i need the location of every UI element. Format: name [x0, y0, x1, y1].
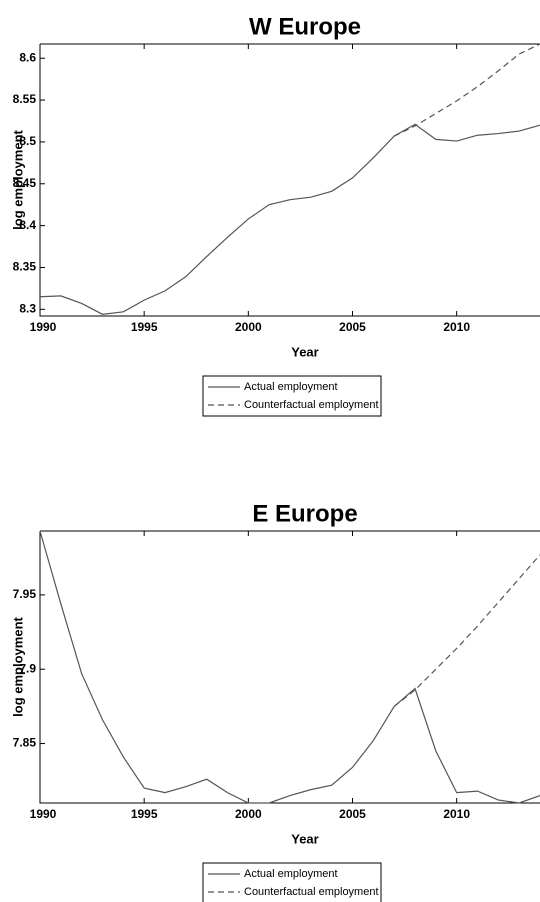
legend-box	[202, 862, 382, 902]
legend: Actual employment Counterfactual employme…	[202, 862, 382, 902]
x-axis-label: Year	[291, 831, 318, 846]
x-tick-label: 2010	[443, 807, 470, 821]
x-tick-label: 2010	[443, 320, 470, 334]
legend-label: Counterfactual employment	[244, 886, 379, 898]
x-tick-label: 2005	[339, 320, 366, 334]
y-tick-label: 8.6	[19, 50, 36, 64]
series-line	[393, 554, 540, 707]
x-tick-label: 1990	[30, 320, 57, 334]
chart-title: W Europe	[249, 13, 361, 40]
y-axis-label: log employment	[10, 616, 25, 716]
y-tick-label: 7.9	[19, 661, 36, 675]
legend-label: Actual employment	[244, 381, 338, 393]
axes-box	[39, 530, 540, 804]
y-tick-label: 8.5	[19, 134, 36, 148]
y-tick-label: 8.3	[19, 301, 36, 315]
y-tick-label: 8.4	[19, 218, 36, 232]
axes-box	[39, 43, 540, 317]
x-tick-label: 2005	[339, 807, 366, 821]
y-tick-label: 8.35	[13, 260, 37, 274]
chart-title: E Europe	[252, 500, 357, 527]
y-tick-label: 8.55	[13, 92, 37, 106]
x-tick-label: 2000	[235, 320, 262, 334]
chart: W Europe Year log employment 8.3 8.35 8.4 8.45…	[10, 13, 540, 417]
x-tick-label: 1990	[30, 807, 57, 821]
x-tick-label: 2000	[235, 807, 262, 821]
legend: Actual employment Counterfactual employme…	[202, 375, 382, 417]
series-line	[393, 43, 540, 137]
x-axis-label: Year	[291, 344, 318, 359]
y-tick-label: 7.85	[13, 736, 37, 750]
y-axis-label: log employment	[10, 129, 25, 229]
chart: E Europe Year log employment 7.85 7.9 7.95 199…	[10, 500, 540, 902]
y-tick-label: 8.45	[13, 176, 37, 190]
legend-label: Counterfactual employment	[244, 399, 379, 411]
legend-label: Actual employment	[244, 868, 338, 880]
x-tick-label: 1995	[131, 320, 158, 334]
series-line	[39, 530, 540, 804]
series-line	[39, 123, 540, 315]
y-tick-label: 7.95	[13, 587, 37, 601]
legend-box	[202, 375, 382, 417]
x-tick-label: 1995	[131, 807, 158, 821]
